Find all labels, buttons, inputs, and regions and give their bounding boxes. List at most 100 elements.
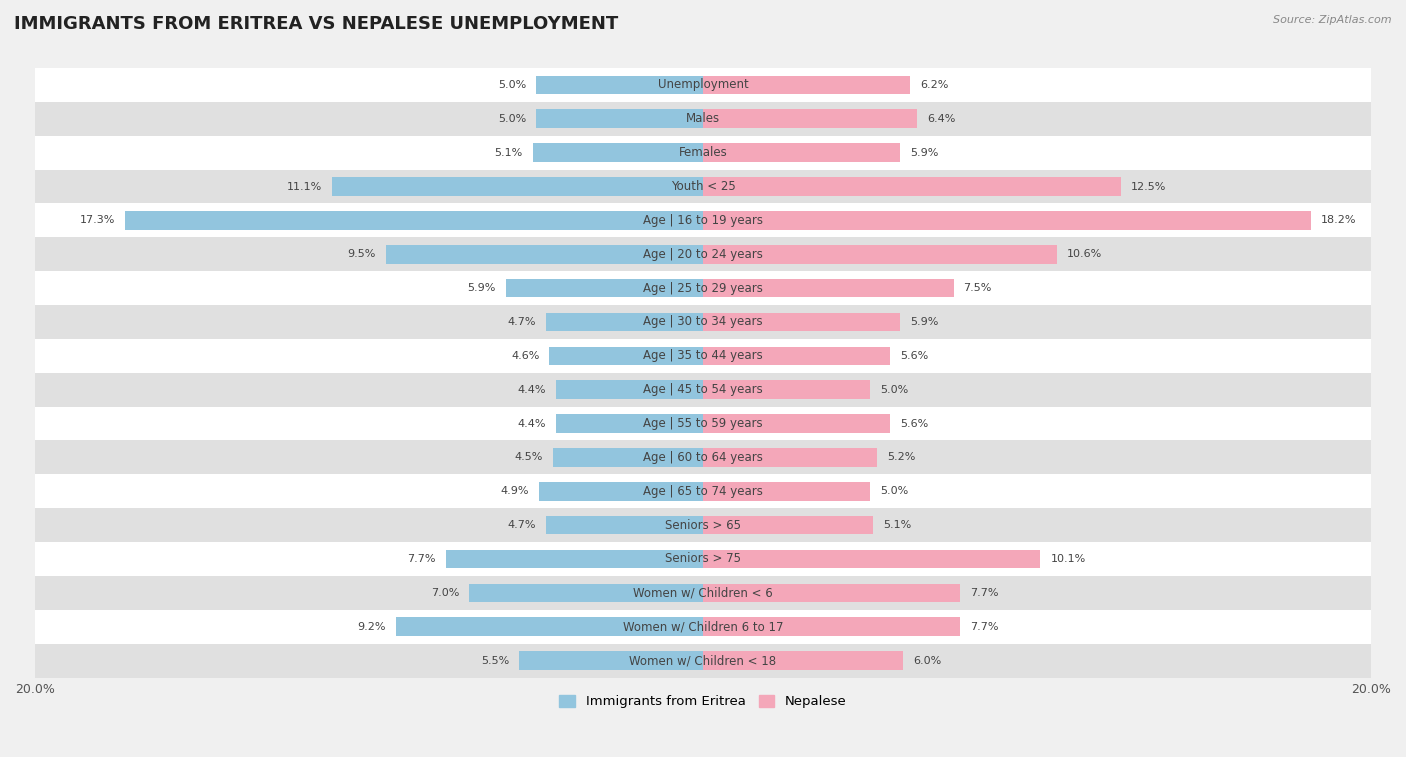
Text: Age | 20 to 24 years: Age | 20 to 24 years <box>643 248 763 260</box>
Text: 5.9%: 5.9% <box>910 148 938 157</box>
Text: 5.9%: 5.9% <box>910 317 938 327</box>
Text: Age | 35 to 44 years: Age | 35 to 44 years <box>643 349 763 363</box>
Text: 11.1%: 11.1% <box>287 182 322 192</box>
Bar <box>35 170 1371 204</box>
Text: 5.0%: 5.0% <box>498 80 526 90</box>
Text: 5.0%: 5.0% <box>880 385 908 394</box>
Text: Females: Females <box>679 146 727 159</box>
Text: 7.5%: 7.5% <box>963 283 991 293</box>
Text: Age | 16 to 19 years: Age | 16 to 19 years <box>643 214 763 227</box>
Text: Youth < 25: Youth < 25 <box>671 180 735 193</box>
Bar <box>35 610 1371 643</box>
Text: Women w/ Children < 6: Women w/ Children < 6 <box>633 587 773 600</box>
Text: 4.7%: 4.7% <box>508 317 536 327</box>
Text: Source: ZipAtlas.com: Source: ZipAtlas.com <box>1274 15 1392 25</box>
Legend: Immigrants from Eritrea, Nepalese: Immigrants from Eritrea, Nepalese <box>554 690 852 714</box>
Bar <box>35 237 1371 271</box>
Bar <box>703 279 953 298</box>
Bar <box>555 380 703 399</box>
Bar <box>550 347 703 365</box>
Bar <box>703 414 890 433</box>
Bar <box>506 279 703 298</box>
Bar <box>35 475 1371 508</box>
Bar <box>125 211 703 229</box>
Bar <box>35 643 1371 678</box>
Bar <box>555 414 703 433</box>
Text: 5.0%: 5.0% <box>498 114 526 124</box>
Text: 10.6%: 10.6% <box>1067 249 1102 259</box>
Bar <box>35 68 1371 102</box>
Text: 18.2%: 18.2% <box>1322 216 1357 226</box>
Text: 5.2%: 5.2% <box>887 453 915 463</box>
Bar <box>703 245 1057 263</box>
Text: 9.2%: 9.2% <box>357 621 385 632</box>
Bar <box>533 143 703 162</box>
Bar <box>35 271 1371 305</box>
Bar <box>703 211 1310 229</box>
Text: 5.0%: 5.0% <box>880 486 908 497</box>
Text: 5.5%: 5.5% <box>481 656 509 665</box>
Bar <box>35 508 1371 542</box>
Bar <box>703 177 1121 196</box>
Bar <box>536 110 703 128</box>
Text: Women w/ Children 6 to 17: Women w/ Children 6 to 17 <box>623 620 783 633</box>
Text: Seniors > 75: Seniors > 75 <box>665 553 741 565</box>
Bar <box>703 482 870 500</box>
Text: 6.0%: 6.0% <box>914 656 942 665</box>
Text: 5.6%: 5.6% <box>900 419 928 428</box>
Bar <box>536 76 703 94</box>
Text: 9.5%: 9.5% <box>347 249 375 259</box>
Bar <box>35 305 1371 339</box>
Text: 5.1%: 5.1% <box>883 520 911 530</box>
Bar <box>446 550 703 569</box>
Text: 4.9%: 4.9% <box>501 486 529 497</box>
Text: 4.4%: 4.4% <box>517 385 546 394</box>
Text: Age | 25 to 29 years: Age | 25 to 29 years <box>643 282 763 294</box>
Bar <box>703 516 873 534</box>
Text: Age | 60 to 64 years: Age | 60 to 64 years <box>643 451 763 464</box>
Text: 6.4%: 6.4% <box>927 114 955 124</box>
Text: 7.7%: 7.7% <box>970 588 998 598</box>
Bar <box>35 576 1371 610</box>
Bar <box>703 584 960 602</box>
Text: 7.0%: 7.0% <box>430 588 460 598</box>
Bar <box>519 651 703 670</box>
Bar <box>35 339 1371 372</box>
Text: Males: Males <box>686 112 720 126</box>
Text: 4.7%: 4.7% <box>508 520 536 530</box>
Text: 17.3%: 17.3% <box>80 216 115 226</box>
Text: 5.9%: 5.9% <box>468 283 496 293</box>
Text: Women w/ Children < 18: Women w/ Children < 18 <box>630 654 776 667</box>
Text: 12.5%: 12.5% <box>1130 182 1166 192</box>
Text: 5.1%: 5.1% <box>495 148 523 157</box>
Bar <box>35 136 1371 170</box>
Bar <box>703 448 877 467</box>
Bar <box>470 584 703 602</box>
Bar <box>703 651 904 670</box>
Bar <box>395 618 703 636</box>
Text: 7.7%: 7.7% <box>408 554 436 564</box>
Bar <box>35 204 1371 237</box>
Text: Age | 55 to 59 years: Age | 55 to 59 years <box>643 417 763 430</box>
Bar <box>35 441 1371 475</box>
Bar <box>546 516 703 534</box>
Bar <box>553 448 703 467</box>
Text: Age | 45 to 54 years: Age | 45 to 54 years <box>643 383 763 396</box>
Bar <box>35 407 1371 441</box>
Bar <box>35 372 1371 407</box>
Text: Age | 65 to 74 years: Age | 65 to 74 years <box>643 484 763 498</box>
Bar <box>703 550 1040 569</box>
Bar <box>703 618 960 636</box>
Bar <box>703 313 900 332</box>
Bar <box>703 143 900 162</box>
Text: 6.2%: 6.2% <box>920 80 949 90</box>
Bar <box>385 245 703 263</box>
Bar <box>540 482 703 500</box>
Text: 5.6%: 5.6% <box>900 350 928 361</box>
Bar <box>35 542 1371 576</box>
Text: 4.6%: 4.6% <box>510 350 540 361</box>
Text: 10.1%: 10.1% <box>1050 554 1085 564</box>
Text: 7.7%: 7.7% <box>970 621 998 632</box>
Text: 4.4%: 4.4% <box>517 419 546 428</box>
Bar <box>332 177 703 196</box>
